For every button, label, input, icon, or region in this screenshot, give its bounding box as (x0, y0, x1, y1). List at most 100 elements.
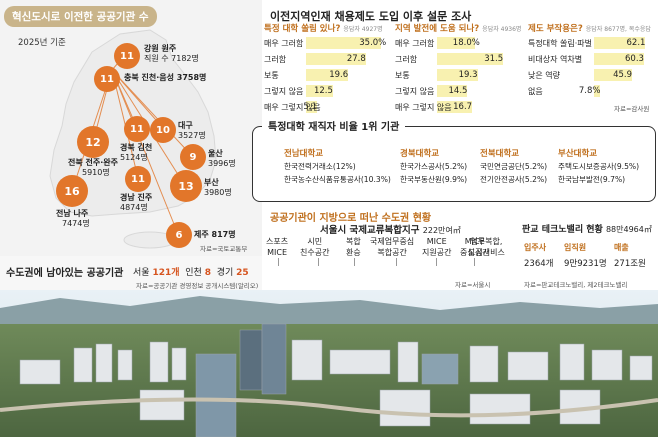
survey-bar (306, 85, 333, 97)
survey-question-note: 응답자 4927명 (343, 26, 383, 33)
city-count-naju: 16 (56, 175, 88, 207)
survey-question-note: 응답자 4936명 (482, 26, 522, 33)
survey-question: 특정 대학 쏠림 있나? 응답자 4927명 (264, 22, 392, 34)
institution-line: 주택도시보증공사(9.5%) (558, 162, 640, 171)
survey-question-text: 제도 부작용은? (528, 24, 583, 34)
institution-line: 한국전력거래소(12%) (284, 162, 356, 171)
survey-bar-value: 12.5 (313, 86, 333, 96)
survey-category-label: 그러함 (264, 55, 287, 64)
zone-item: 스포츠 MICE (266, 237, 289, 257)
university-name: 전남대학교 (284, 149, 324, 159)
pangyo-stat-revenue: 매출 271조원 (614, 243, 646, 269)
survey-row: 그러함 27.8 (264, 52, 392, 66)
city-label-naju: 전남 나주 7474명 (56, 209, 90, 228)
map-panel: 혁신도시로 이전한 공공기관 수 2025년 기준 11 강원 원주 직원 수 7… (0, 0, 262, 300)
mountains (0, 296, 658, 330)
aerial-city-photo (0, 290, 658, 437)
zone-divider (474, 258, 475, 266)
city-count-busan: 13 (170, 170, 202, 202)
survey-bar (437, 53, 504, 65)
survey-question-note: 응답자 8677명, 복수응답 (585, 26, 651, 33)
city-count-ulsan: 9 (180, 144, 206, 170)
survey-bar (594, 53, 644, 65)
capital-title: 수도권에 남아있는 공공기관 (6, 268, 124, 279)
survey-bar-value: 18.0% (452, 38, 480, 48)
survey-category-label: 그렇지 않음 (264, 87, 304, 96)
map-year: 2025년 기준 (18, 38, 66, 48)
pangyo-stat-companies: 입주사 2364개 (524, 243, 554, 269)
survey-row: 매우 그러함 18.0% (395, 36, 523, 50)
city-label-jeonju: 전북 전주·완주 5910명 (68, 158, 118, 177)
survey-row: 없음 7.8% (528, 84, 656, 98)
capital-incheon-value: 8 (204, 268, 211, 278)
city-count-daegu: 10 (150, 117, 176, 143)
survey-category-label: 그러함 (395, 55, 418, 64)
zone-divider (318, 258, 319, 266)
zone-item: MICE 지원공간 (422, 237, 452, 257)
city-count-wonju: 11 (114, 43, 140, 69)
city-count-jeonju: 12 (77, 126, 109, 158)
survey-title: 이전지역인재 채용제도 도입 이후 설문 조사 (270, 10, 472, 23)
survey-row: 매우 그러함 35.0% (264, 36, 392, 50)
survey-bar (594, 85, 601, 97)
survey-row: 특정대학 쏠림·파벌 62.1 (528, 36, 656, 50)
buildings (19, 323, 653, 437)
pangyo-source: 자료=판교테크노밸리, 제2테크노밸리 (524, 281, 628, 289)
university-name: 부산대학교 (558, 149, 598, 159)
institutions-box (252, 126, 656, 202)
seoul-zones: 스포츠 MICE 시민 친수공간 복합 환승 국제업무중심 복합공간 MICE 지원공간 … (262, 236, 512, 280)
city-status-title: 공공기관이 지방으로 떠난 수도권 현황 (270, 213, 432, 224)
zone-divider (436, 258, 437, 266)
survey-category-label: 그렇지 않음 (395, 87, 435, 96)
capital-gyeonggi-value: 25 (236, 268, 249, 278)
seoul-complex-title: 서울시 국제교류복합지구 222만여㎡ (320, 222, 461, 236)
survey-category-label: 매우 그러함 (264, 39, 304, 48)
city-count-gimcheon: 11 (124, 116, 150, 142)
city-label-jinju: 경남 진주 4874명 (120, 193, 153, 212)
institution-column-pusan: 부산대학교 주택도시보증공사(9.5%) 한국남부발전(9.7%) (558, 147, 658, 185)
seoul-complex-area: 222만여㎡ (422, 226, 461, 235)
survey-bar-value: 27.8 (346, 54, 366, 64)
city-label-ulsan: 울산 3996명 (208, 149, 236, 168)
institution-column-jeonbuk: 전북대학교 국민연금공단(5.2%) 전기안전공사(5.2%) (480, 147, 608, 185)
capital-seoul-name: 서울 (133, 268, 150, 278)
institution-line: 한국부동산원(9.9%) (400, 175, 468, 184)
pangyo-area: 88만4964㎡ (605, 225, 652, 234)
city-label-gimcheon: 경북 김천 5124명 (120, 143, 153, 162)
survey-bar-value: 7.8% (578, 86, 601, 96)
survey-row: 그러함 31.5 (395, 52, 523, 66)
survey-row: 보통 19.3 (395, 68, 523, 82)
survey-row: 비대상자 역차별 60.3 (528, 52, 656, 66)
survey-bar (437, 37, 475, 49)
city-count-jinju: 11 (125, 166, 151, 192)
survey-row: 낮은 역량 45.9 (528, 68, 656, 82)
survey-bar (306, 37, 382, 49)
institutions-title: 특정대학 재직자 비율 1위 기관 (262, 118, 406, 133)
city-count-jeju: 6 (166, 222, 192, 248)
university-name: 전북대학교 (480, 149, 520, 159)
survey-bar-value: 19.3 (458, 70, 478, 80)
institution-line: 한국남부발전(9.7%) (558, 175, 626, 184)
institution-line: 한국농수산식품유통공사(10.3%) (284, 175, 391, 184)
capital-source: 자료=공공기관 경영정보 공개시스템(알리오) (136, 282, 259, 290)
survey-category-label: 매우 그렇지 않음 (395, 103, 452, 112)
survey-category-label: 없음 (528, 87, 543, 96)
survey-bar (306, 53, 366, 65)
zone-item-last: 업무복합, 도심서비스 (468, 237, 505, 257)
survey-bar (437, 69, 478, 81)
map-title: 혁신도시로 이전한 공공기관 수 (4, 6, 157, 27)
survey-question: 지역 발전에 도움 되나? 응답자 4936명 (395, 22, 523, 34)
survey-bar-value: 62.1 (626, 38, 646, 48)
survey-bar-value: 31.5 (484, 54, 504, 64)
capital-values: 서울 121개 인천 8 경기 25 (133, 265, 249, 278)
pangyo-stat-employees: 임직원 9만9231명 (564, 243, 607, 269)
survey-question-text: 지역 발전에 도움 되나? (395, 24, 480, 34)
zone-item: 복합 환승 (346, 237, 361, 257)
city-label-daegu: 대구 3527명 (178, 121, 206, 140)
survey-category-label: 보통 (395, 71, 410, 80)
survey-bar (437, 85, 468, 97)
survey-bar-value: 19.6 (329, 70, 349, 80)
pangyo-name: 판교 테크노밸리 현황 (522, 225, 603, 235)
institution-line: 한국가스공사(5.2%) (400, 162, 468, 171)
